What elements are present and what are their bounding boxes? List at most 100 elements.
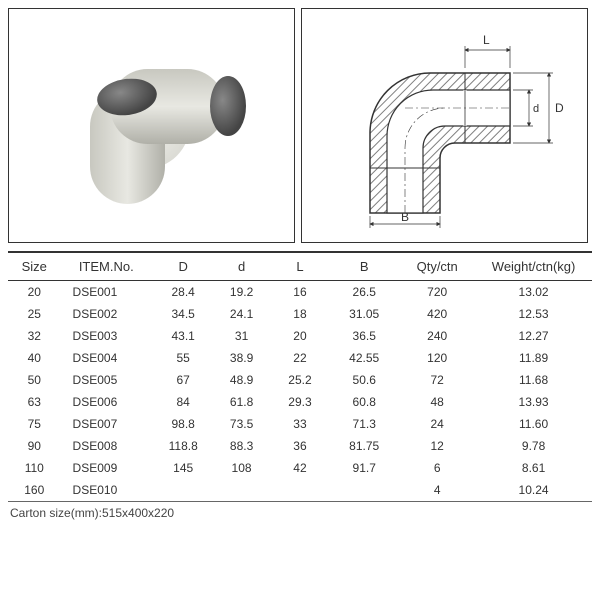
table-cell: 88.3 [212, 435, 270, 457]
table-cell: 720 [399, 281, 475, 304]
col-header: ITEM.No. [61, 252, 154, 281]
table-cell: 38.9 [212, 347, 270, 369]
table-cell: 25 [8, 303, 61, 325]
table-cell: 84 [154, 391, 212, 413]
table-cell: 19.2 [212, 281, 270, 304]
table-cell: 11.60 [475, 413, 592, 435]
table-cell: 20 [271, 325, 329, 347]
table-cell: DSE003 [61, 325, 154, 347]
table-cell: 42.55 [329, 347, 399, 369]
col-header: Size [8, 252, 61, 281]
table-cell: 25.2 [271, 369, 329, 391]
table-cell: DSE002 [61, 303, 154, 325]
table-cell: 98.8 [154, 413, 212, 435]
table-row: 32DSE00343.1312036.524012.27 [8, 325, 592, 347]
table-cell: 160 [8, 479, 61, 502]
table-cell [212, 479, 270, 502]
col-header: D [154, 252, 212, 281]
dimension-diagram-panel: L D d B [301, 8, 588, 243]
table-cell: 8.61 [475, 457, 592, 479]
elbow-fitting-photo [62, 41, 242, 211]
table-cell: 20 [8, 281, 61, 304]
table-cell: 16 [271, 281, 329, 304]
table-cell: 420 [399, 303, 475, 325]
table-cell: 50 [8, 369, 61, 391]
table-cell: 48.9 [212, 369, 270, 391]
table-cell: 108 [212, 457, 270, 479]
table-cell: 28.4 [154, 281, 212, 304]
carton-size-note: Carton size(mm):515x400x220 [8, 502, 592, 524]
col-header: Qty/ctn [399, 252, 475, 281]
table-cell: 75 [8, 413, 61, 435]
table-row: 20DSE00128.419.21626.572013.02 [8, 281, 592, 304]
table-cell: 42 [271, 457, 329, 479]
table-cell: 43.1 [154, 325, 212, 347]
table-cell: 24 [399, 413, 475, 435]
table-cell: DSE006 [61, 391, 154, 413]
table-cell: 10.24 [475, 479, 592, 502]
table-cell: 13.02 [475, 281, 592, 304]
table-cell: 71.3 [329, 413, 399, 435]
table-cell: 90 [8, 435, 61, 457]
table-cell: 145 [154, 457, 212, 479]
table-row: 75DSE00798.873.53371.32411.60 [8, 413, 592, 435]
table-cell: 32 [8, 325, 61, 347]
table-cell: DSE010 [61, 479, 154, 502]
table-cell: 55 [154, 347, 212, 369]
table-header-row: Size ITEM.No. D d L B Qty/ctn Weight/ctn… [8, 252, 592, 281]
table-cell: 60.8 [329, 391, 399, 413]
table-cell: 50.6 [329, 369, 399, 391]
table-cell: 11.89 [475, 347, 592, 369]
table-cell: DSE001 [61, 281, 154, 304]
table-cell: 31 [212, 325, 270, 347]
table-row: 25DSE00234.524.11831.0542012.53 [8, 303, 592, 325]
dim-label-D: D [555, 101, 564, 115]
table-cell: 12.27 [475, 325, 592, 347]
dim-label-L: L [483, 33, 490, 47]
table-cell: DSE004 [61, 347, 154, 369]
table-cell: 73.5 [212, 413, 270, 435]
table-cell [154, 479, 212, 502]
table-cell: 26.5 [329, 281, 399, 304]
table-cell: 48 [399, 391, 475, 413]
table-cell: 36 [271, 435, 329, 457]
table-cell: 118.8 [154, 435, 212, 457]
col-header: B [329, 252, 399, 281]
table-row: 110DSE0091451084291.768.61 [8, 457, 592, 479]
table-cell: 40 [8, 347, 61, 369]
table-cell: 61.8 [212, 391, 270, 413]
table-cell: DSE007 [61, 413, 154, 435]
table-cell: 110 [8, 457, 61, 479]
table-cell: 6 [399, 457, 475, 479]
dim-label-d: d [533, 103, 539, 115]
table-cell: 67 [154, 369, 212, 391]
table-cell: 24.1 [212, 303, 270, 325]
table-cell: DSE009 [61, 457, 154, 479]
spec-table: Size ITEM.No. D d L B Qty/ctn Weight/ctn… [8, 251, 592, 502]
table-cell: 12.53 [475, 303, 592, 325]
table-cell: 63 [8, 391, 61, 413]
table-cell: 11.68 [475, 369, 592, 391]
table-row: 40DSE0045538.92242.5512011.89 [8, 347, 592, 369]
table-row: 50DSE0056748.925.250.67211.68 [8, 369, 592, 391]
table-row: 90DSE008118.888.33681.75129.78 [8, 435, 592, 457]
table-cell: 72 [399, 369, 475, 391]
table-cell: 13.93 [475, 391, 592, 413]
table-cell: 29.3 [271, 391, 329, 413]
table-cell: 9.78 [475, 435, 592, 457]
table-row: 63DSE0068461.829.360.84813.93 [8, 391, 592, 413]
table-cell: 22 [271, 347, 329, 369]
table-cell [271, 479, 329, 502]
product-photo-panel [8, 8, 295, 243]
table-cell: 36.5 [329, 325, 399, 347]
elbow-dimension-diagram: L D d B [315, 18, 575, 233]
table-cell: 4 [399, 479, 475, 502]
col-header: d [212, 252, 270, 281]
table-cell: 33 [271, 413, 329, 435]
table-cell [329, 479, 399, 502]
table-cell: 240 [399, 325, 475, 347]
col-header: L [271, 252, 329, 281]
table-cell: 18 [271, 303, 329, 325]
table-cell: 31.05 [329, 303, 399, 325]
table-cell: 91.7 [329, 457, 399, 479]
